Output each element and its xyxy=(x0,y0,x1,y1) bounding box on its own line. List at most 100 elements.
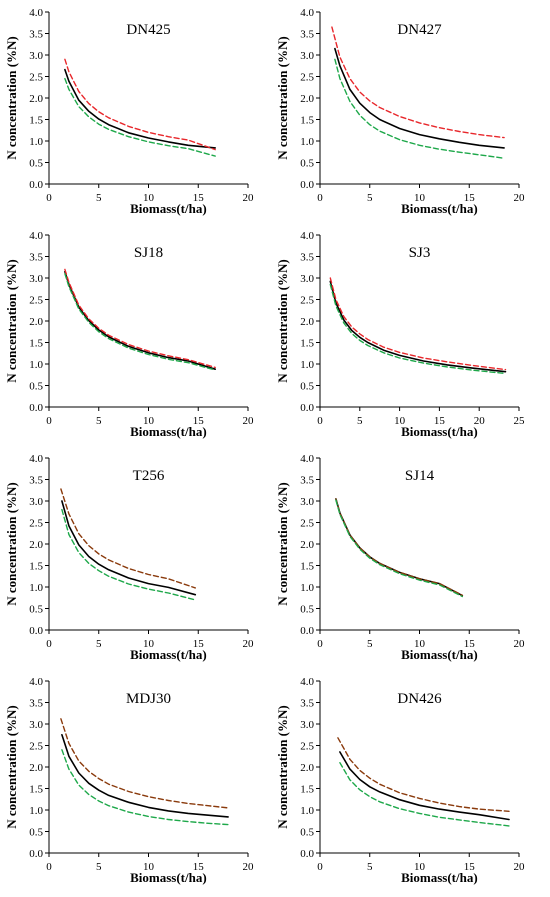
x-tick-label: 20 xyxy=(474,415,486,427)
x-tick-label: 20 xyxy=(514,638,526,650)
x-tick-label: 5 xyxy=(367,861,373,873)
x-tick-label: 10 xyxy=(414,638,426,650)
y-tick-label: 2.5 xyxy=(29,72,43,84)
y-tick-label: 1.5 xyxy=(300,115,314,127)
panel-title: DN427 xyxy=(397,22,442,38)
x-tick-label: 15 xyxy=(464,638,476,650)
series-line-black-solid xyxy=(334,47,505,149)
x-tick-label: 15 xyxy=(434,415,446,427)
y-tick-label: 3.0 xyxy=(300,496,314,508)
y-tick-label: 0.0 xyxy=(300,179,314,191)
x-axis-title: Biomass(t/ha) xyxy=(401,424,478,439)
panel-title: SJ18 xyxy=(134,245,163,261)
x-axis-title: Biomass(t/ha) xyxy=(401,201,478,216)
y-tick-label: 0.5 xyxy=(29,158,43,170)
x-tick-label: 10 xyxy=(143,861,155,873)
chart-panel-6: 0.0 0.5 1.0 1.5 2.0 2.5 3.0 3.5 4.0 0 5 10 15 20 Bioma… xyxy=(275,453,525,662)
y-tick-label: 2.0 xyxy=(29,316,43,328)
x-axis-title: Biomass(t/ha) xyxy=(130,201,207,216)
y-tick-label: 4.0 xyxy=(300,7,314,19)
y-tick-label: 3.0 xyxy=(29,719,43,731)
panel-title: DN425 xyxy=(126,22,170,38)
x-tick-label: 5 xyxy=(96,415,102,427)
x-tick-label: 0 xyxy=(46,638,52,650)
y-tick-label: 3.5 xyxy=(300,698,314,710)
y-tick-label: 2.5 xyxy=(29,518,43,530)
y-tick-label: 3.5 xyxy=(29,475,43,487)
y-tick-label: 3.0 xyxy=(300,50,314,62)
y-axis-title: N concentration (%N) xyxy=(275,259,290,382)
x-tick-label: 15 xyxy=(464,861,476,873)
y-tick-label: 4.0 xyxy=(300,676,314,688)
panel-title: SJ3 xyxy=(409,245,431,261)
series-line-black-solid xyxy=(329,280,507,373)
series-line-black-solid xyxy=(339,751,510,821)
y-tick-label: 0.0 xyxy=(29,625,43,637)
series-line-black-solid xyxy=(335,498,464,597)
chart-panel-4: 0.0 0.5 1.0 1.5 2.0 2.5 3.0 3.5 4.0 0 5 10 15 20 25 Bio… xyxy=(275,230,525,439)
y-tick-label: 3.0 xyxy=(29,273,43,285)
y-tick-label: 0.5 xyxy=(29,827,43,839)
x-tick-label: 10 xyxy=(394,415,406,427)
y-tick-label: 4.0 xyxy=(29,676,43,688)
x-tick-label: 20 xyxy=(514,861,526,873)
y-tick-label: 3.5 xyxy=(29,29,43,41)
series-line-black-solid xyxy=(61,500,197,596)
y-tick-label: 2.5 xyxy=(300,518,314,530)
y-tick-label: 3.0 xyxy=(300,719,314,731)
x-axis-title: Biomass(t/ha) xyxy=(130,647,207,662)
y-tick-label: 0.5 xyxy=(29,604,43,616)
y-tick-label: 2.0 xyxy=(300,316,314,328)
y-tick-label: 1.5 xyxy=(29,561,43,573)
y-tick-label: 1.0 xyxy=(29,805,43,817)
y-axis-title: N concentration (%N) xyxy=(275,482,290,605)
x-tick-label: 10 xyxy=(143,638,155,650)
y-tick-label: 0.5 xyxy=(29,381,43,393)
x-tick-label: 0 xyxy=(46,861,52,873)
x-tick-label: 0 xyxy=(317,638,323,650)
y-tick-label: 0.5 xyxy=(300,604,314,616)
series-line-brown-dashed xyxy=(60,488,197,589)
y-tick-label: 2.5 xyxy=(300,72,314,84)
y-tick-label: 3.0 xyxy=(29,50,43,62)
series-line-green-dashed xyxy=(61,508,197,601)
series-line-brown-dashed xyxy=(335,498,463,596)
y-tick-label: 4.0 xyxy=(300,230,314,242)
x-tick-label: 0 xyxy=(46,192,52,204)
y-tick-label: 1.0 xyxy=(300,136,314,148)
x-tick-label: 20 xyxy=(243,415,255,427)
x-axis-title: Biomass(t/ha) xyxy=(401,647,478,662)
y-axis-title: N concentration (%N) xyxy=(4,259,19,382)
series-line-red-dashed xyxy=(64,58,216,151)
x-tick-label: 20 xyxy=(243,861,255,873)
x-tick-label: 20 xyxy=(243,638,255,650)
y-tick-label: 2.0 xyxy=(300,539,314,551)
y-tick-label: 3.0 xyxy=(300,273,314,285)
x-tick-label: 0 xyxy=(46,415,52,427)
y-tick-label: 0.0 xyxy=(29,848,43,860)
series-line-green-dashed xyxy=(339,762,510,827)
x-tick-label: 25 xyxy=(514,415,526,427)
y-tick-label: 1.5 xyxy=(29,115,43,127)
x-tick-label: 20 xyxy=(243,192,255,204)
y-tick-label: 0.0 xyxy=(300,848,314,860)
x-tick-label: 5 xyxy=(96,192,102,204)
chart-panel-5: 0.0 0.5 1.0 1.5 2.0 2.5 3.0 3.5 4.0 0 5 10 15 20 Bioma… xyxy=(4,453,254,662)
y-tick-label: 1.5 xyxy=(29,784,43,796)
x-tick-label: 5 xyxy=(367,192,373,204)
x-tick-label: 20 xyxy=(514,192,526,204)
y-tick-label: 3.5 xyxy=(300,252,314,264)
y-tick-label: 4.0 xyxy=(29,7,43,19)
y-tick-label: 3.5 xyxy=(300,475,314,487)
y-tick-label: 3.5 xyxy=(29,698,43,710)
y-tick-label: 1.5 xyxy=(300,784,314,796)
y-tick-label: 2.5 xyxy=(300,295,314,307)
y-tick-label: 1.5 xyxy=(300,338,314,350)
y-tick-label: 1.0 xyxy=(300,359,314,371)
x-tick-label: 10 xyxy=(143,192,155,204)
x-tick-label: 15 xyxy=(193,861,205,873)
chart-panel-3: 0.0 0.5 1.0 1.5 2.0 2.5 3.0 3.5 4.0 0 5 10 15 20 Bioma… xyxy=(4,230,254,439)
series-line-green-dashed xyxy=(64,273,216,371)
y-tick-label: 4.0 xyxy=(29,230,43,242)
series-line-brown-dashed xyxy=(337,737,510,812)
